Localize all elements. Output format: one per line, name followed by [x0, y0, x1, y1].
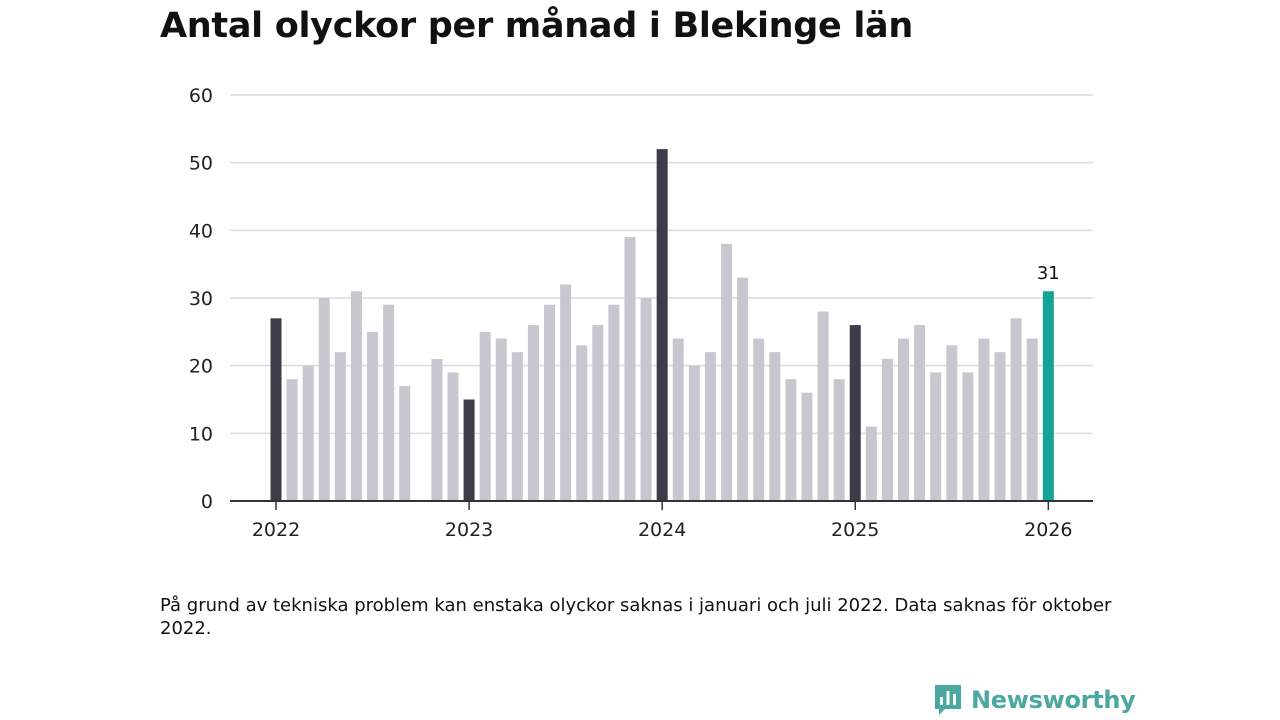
bar-2023-02 [479, 331, 491, 501]
bar-2022-02 [286, 379, 298, 501]
bar-2022-05 [334, 352, 346, 501]
bar-2023-12 [640, 298, 652, 501]
bar-2024-05 [721, 243, 733, 501]
bar-2022-12 [447, 372, 459, 501]
y-tick-label: 60 [189, 85, 213, 107]
bar-2022-07 [367, 331, 379, 501]
bar-2022-09 [399, 385, 411, 501]
bar-2025-07 [946, 345, 958, 501]
y-tick-label: 0 [201, 491, 213, 513]
bar-2024-03 [688, 365, 700, 501]
data-label: 31 [1037, 263, 1060, 284]
bar-2024-07 [753, 338, 765, 501]
x-tick-label: 2025 [831, 519, 879, 541]
bar-2024-10 [801, 392, 813, 501]
bar-2023-10 [608, 304, 620, 501]
bar-2023-08 [576, 345, 588, 501]
bar-2022-06 [350, 291, 362, 501]
bar-2025-05 [914, 325, 926, 501]
bar-2023-06 [544, 304, 556, 501]
x-tick-label: 2023 [445, 519, 493, 541]
bar-2025-12 [1026, 338, 1038, 501]
bar-2023-09 [592, 325, 604, 501]
bar-2024-11 [817, 311, 829, 501]
y-tick-label: 50 [189, 153, 213, 175]
footnote: På grund av tekniska problem kan enstaka… [160, 595, 1112, 639]
data-labels: 31 [1037, 263, 1060, 284]
x-tick-label: 2026 [1024, 519, 1072, 541]
bar-2026-01 [1042, 291, 1054, 501]
bar-2023-03 [495, 338, 507, 501]
y-tick-label: 40 [189, 220, 213, 242]
bars [270, 149, 1054, 501]
y-tick-label: 10 [189, 423, 213, 445]
bar-2024-01 [656, 149, 668, 501]
x-tick-label: 2024 [638, 519, 686, 541]
bar-2025-06 [930, 372, 942, 501]
bar-2025-03 [881, 358, 893, 501]
bar-2022-04 [318, 298, 330, 501]
newsworthy-logo-icon [935, 685, 961, 715]
bar-2025-09 [978, 338, 990, 501]
bar-2022-01 [270, 318, 282, 501]
brand-logo[interactable]: Newsworthy [933, 683, 1136, 717]
bar-2024-12 [833, 379, 845, 501]
bar-2025-04 [898, 338, 910, 501]
chart-title: Antal olyckor per månad i Blekinge län [160, 6, 913, 46]
bar-2022-11 [431, 358, 443, 501]
bar-2025-10 [994, 352, 1006, 501]
bar-2022-08 [383, 304, 395, 501]
bar-2025-01 [849, 325, 861, 501]
bar-2024-09 [785, 379, 797, 501]
bar-chart: 0 10 20 30 40 50 60 2022 2023 2024 2025 2026 31 [189, 85, 1093, 541]
bar-2024-08 [769, 352, 781, 501]
y-tick-label: 30 [189, 288, 213, 310]
bar-2025-11 [1010, 318, 1022, 501]
x-axis-ticks: 2022 2023 2024 2025 2026 [252, 501, 1072, 541]
bar-2024-04 [704, 352, 716, 501]
bar-2025-02 [865, 426, 877, 501]
bar-2023-05 [527, 325, 539, 501]
brand-name: Newsworthy [971, 686, 1136, 714]
bar-2023-11 [624, 237, 636, 501]
y-tick-label: 20 [189, 356, 213, 378]
bar-2023-01 [463, 399, 475, 501]
bar-2023-04 [511, 352, 523, 501]
bar-2025-08 [962, 372, 974, 501]
bar-2022-03 [302, 365, 314, 501]
bar-2024-02 [672, 338, 684, 501]
bar-2024-06 [737, 277, 749, 501]
x-tick-label: 2022 [252, 519, 300, 541]
bar-2023-07 [560, 284, 572, 501]
y-axis-ticks: 0 10 20 30 40 50 60 [189, 85, 213, 513]
